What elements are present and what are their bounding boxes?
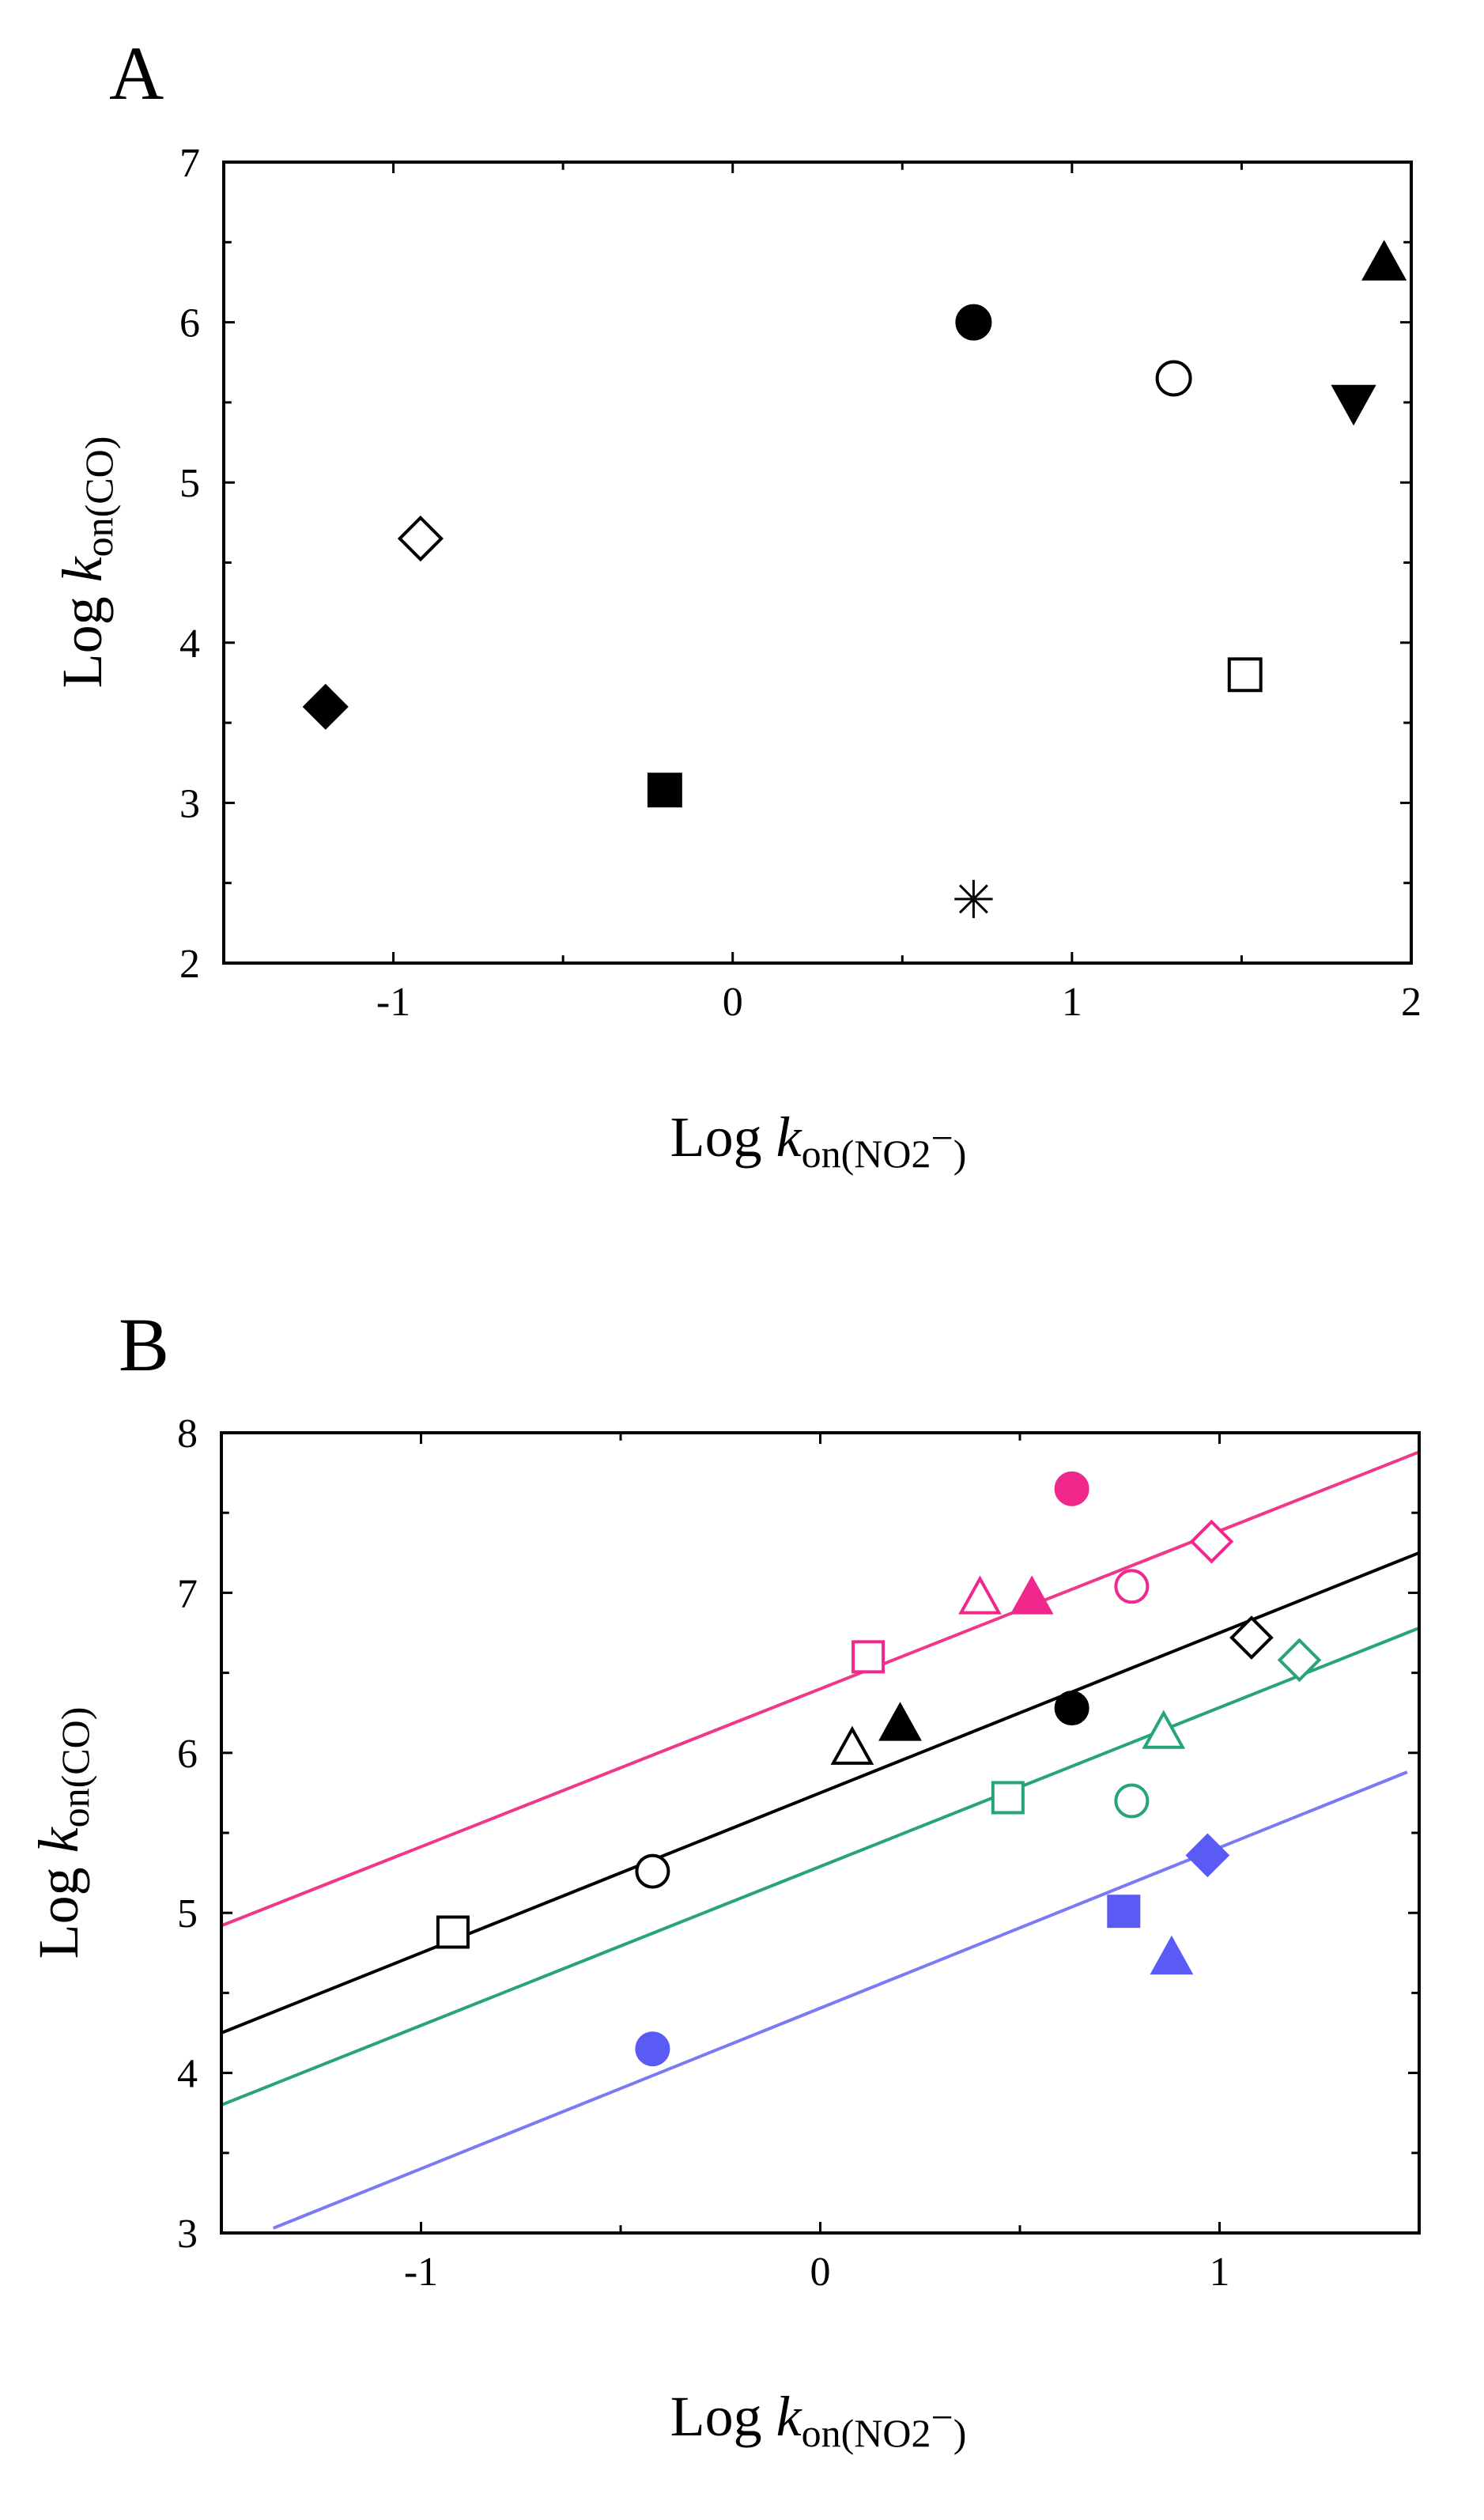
panel-b-point-square <box>1107 1895 1141 1929</box>
panel-b-plot-frame <box>220 1431 1421 2235</box>
panel-b-point-triangle-up <box>1010 1575 1054 1615</box>
panel-b-point-circle <box>1054 1471 1089 1506</box>
panel-b-xlabel-prefix: Log <box>670 2385 776 2448</box>
panel-a-xlabel-sub-sup: − <box>931 1116 953 1160</box>
panel-b-point-diamond <box>1277 1638 1322 1683</box>
panel-b-point-triangle-up <box>958 1575 1002 1615</box>
panel-b-xtick-label: -1 <box>404 2250 438 2295</box>
panel-b-point-circle <box>635 1853 670 1889</box>
panel-b-xlabel-sub-sup: − <box>931 2395 953 2439</box>
panel-b-ytick-label: 5 <box>177 1891 198 1936</box>
panel-b-point-square <box>436 1915 470 1949</box>
panel-b-fit-line <box>221 1450 1420 1928</box>
panel-b-point-triangle-up <box>830 1725 874 1765</box>
panel-b-fit-line <box>221 1551 1420 2035</box>
panel-b-ylabel-var: k <box>27 1826 90 1853</box>
panel-b-xlabel-sub-num: 2 <box>911 2411 931 2455</box>
panel-b-fit-lines <box>221 1450 1420 2230</box>
panel-a-letter: A <box>109 31 164 115</box>
panel-a-xtick-label: 0 <box>723 980 743 1025</box>
panel-a-point-square <box>1227 657 1263 693</box>
panel-b-point-triangle-up <box>1142 1710 1186 1749</box>
panel-a-ylabel-sub: on(CO) <box>77 436 121 557</box>
panel-b-point-circle <box>635 2031 670 2067</box>
panel-b-xlabel-sub: on(NO <box>802 2411 912 2455</box>
panel-b-ylabel: Log kon(CO) <box>27 1707 97 1959</box>
panel-b-ylabel-sub: on(CO) <box>53 1707 97 1828</box>
panel-b-point-circle <box>1054 1691 1089 1726</box>
panel-b-point-triangle-up <box>1150 1935 1194 1975</box>
panel-a-xlabel-sub-num: 2 <box>911 1132 931 1176</box>
panel-b-ytick-label: 3 <box>177 2212 198 2257</box>
panel-b-point-diamond <box>1189 1519 1234 1564</box>
panel-a-xlabel-prefix: Log <box>670 1105 776 1169</box>
panel-a-xlabel-var: k <box>776 1105 803 1169</box>
panel-a-point-square <box>647 773 682 808</box>
panel-b-point-square <box>991 1781 1025 1815</box>
panel-a-ytick-label: 6 <box>179 301 200 346</box>
panel-a-point-circle <box>955 304 992 341</box>
panel-b-letter: B <box>119 1302 169 1387</box>
panel-a-point-asterisk <box>954 879 993 919</box>
panel-a-plot-frame <box>222 161 1413 965</box>
panel-b-xlabel-sub-end: ) <box>953 2411 967 2455</box>
panel-b-axes: -1 0 1 3 4 5 6 7 8 <box>177 1411 1421 2295</box>
asterisk-stroke <box>958 884 988 914</box>
panel-b-ytick-label: 8 <box>177 1411 198 1456</box>
panel-a-point-diamond <box>302 683 349 730</box>
panel-a-xlabel: Log kon(NO2−) <box>670 1105 967 1176</box>
panel-b-point-circle <box>1114 1783 1150 1819</box>
panel-b-ylabel-prefix: Log <box>27 1853 90 1959</box>
panel-b-xtick-label: 1 <box>1210 2250 1230 2295</box>
panel-a-xtick-label: 2 <box>1401 980 1422 1025</box>
panel-b-point-diamond <box>1229 1615 1274 1660</box>
panel-b-ytick-label: 7 <box>177 1571 198 1616</box>
panel-b-points <box>436 1471 1322 2067</box>
panel-a-axes: -1 0 1 2 2 3 4 5 6 7 <box>179 141 1422 1025</box>
panel-a-ylabel-var: k <box>51 555 114 582</box>
panel-a-ytick-label: 7 <box>179 141 200 186</box>
panel-a-ylabel: Log kon(CO) <box>51 436 121 689</box>
panel-a-point-circle <box>1155 360 1192 397</box>
panel-a-ylabel-prefix: Log <box>51 582 114 688</box>
panel-a-ytick-label: 5 <box>179 461 200 506</box>
panel-a-point-diamond <box>397 516 444 562</box>
panel-b-xtick-label: 0 <box>810 2250 831 2295</box>
panel-b-fit-line <box>221 1626 1420 2106</box>
panel-a-ytick-label: 3 <box>179 781 200 826</box>
panel-a-point-triangle-down <box>1331 384 1376 426</box>
panel-a-xlabel-sub-end: ) <box>953 1132 967 1176</box>
panel-b-ytick-label: 6 <box>177 1732 198 1777</box>
panel-b-xlabel-var: k <box>776 2385 803 2448</box>
panel-a-point-triangle-up <box>1361 240 1407 281</box>
panel-b-point-circle <box>1114 1569 1150 1604</box>
panel-a-points <box>302 240 1407 919</box>
panel-a-ytick-label: 2 <box>179 942 200 987</box>
panel-b-point-diamond <box>1185 1833 1230 1878</box>
panel-b-point-triangle-up <box>878 1702 922 1741</box>
panel-a-xtick-label: -1 <box>376 980 410 1025</box>
panel-b-xlabel: Log kon(NO2−) <box>670 2385 967 2455</box>
panel-b-fit-line <box>272 1770 1408 2230</box>
panel-a-ytick-label: 4 <box>179 621 200 667</box>
panel-a-xlabel-sub: on(NO <box>802 1132 912 1176</box>
panel-a-xtick-label: 1 <box>1062 980 1082 1025</box>
panel-b-ytick-label: 4 <box>177 2052 198 2097</box>
panel-b-point-square <box>852 1640 885 1674</box>
